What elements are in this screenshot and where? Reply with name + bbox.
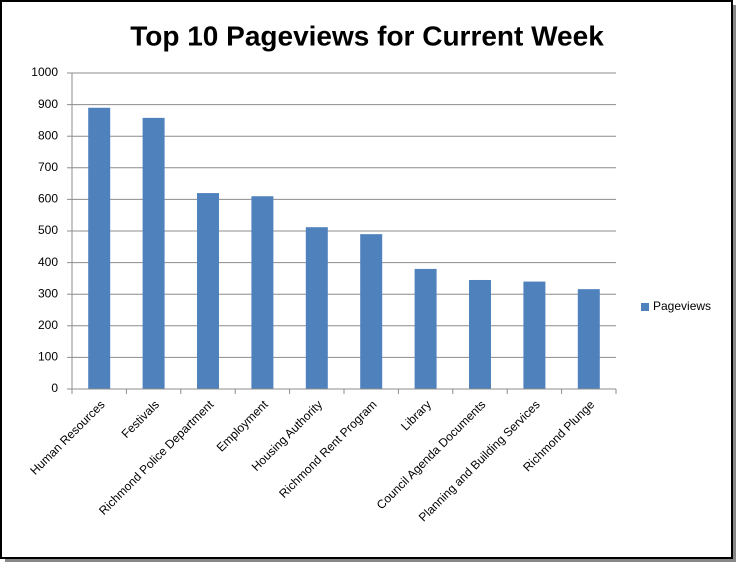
legend-label: Pageviews (653, 299, 711, 313)
bar (577, 289, 600, 389)
y-tick-label: 400 (38, 255, 58, 269)
bar (414, 268, 437, 389)
bar (197, 193, 219, 389)
y-tick-label: 600 (38, 192, 58, 206)
bar (360, 234, 383, 389)
shadow (733, 5, 736, 561)
shadow (5, 559, 736, 562)
y-tick-label: 500 (38, 223, 58, 237)
bar (469, 279, 491, 389)
chart-title: Top 10 Pageviews for Current Week (130, 20, 604, 51)
y-tick-label: 200 (38, 318, 58, 332)
y-tick-label: 700 (38, 160, 58, 174)
y-tick-label: 800 (38, 128, 58, 142)
legend-swatch (641, 303, 649, 311)
bar (305, 227, 328, 389)
bar (251, 196, 274, 389)
y-tick-label: 0 (51, 381, 58, 395)
y-tick-label: 1000 (31, 65, 58, 79)
bar (142, 117, 165, 389)
bar (523, 281, 546, 389)
bar (88, 107, 111, 389)
y-tick-label: 900 (38, 97, 58, 111)
y-tick-label: 300 (38, 286, 58, 300)
y-tick-label: 100 (38, 350, 58, 364)
